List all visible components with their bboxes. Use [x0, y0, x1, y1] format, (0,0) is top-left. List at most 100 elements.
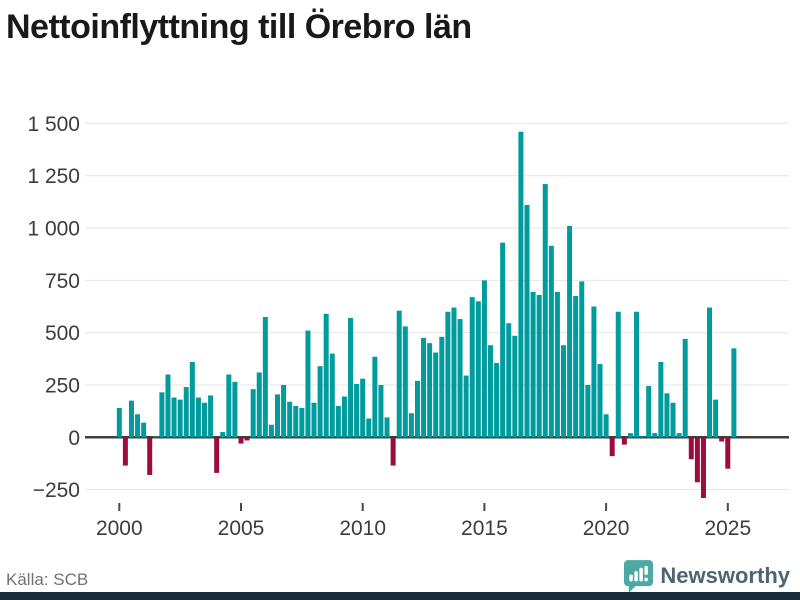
- y-axis-tick-label: 1 500: [27, 113, 80, 136]
- bar: [591, 306, 597, 438]
- bar: [208, 395, 214, 438]
- x-axis-tick-label: 2010: [339, 517, 386, 540]
- bar: [688, 437, 694, 460]
- bar: [494, 363, 500, 438]
- bar: [664, 393, 670, 438]
- bar: [615, 311, 621, 438]
- y-axis-tick-label: 750: [45, 270, 80, 293]
- bar: [141, 422, 147, 438]
- bar: [384, 417, 390, 438]
- bar: [439, 336, 445, 438]
- x-axis-tick-label: 2025: [704, 517, 751, 540]
- bar: [220, 432, 226, 438]
- bar: [341, 396, 347, 438]
- bar: [165, 374, 171, 438]
- bar: [390, 437, 396, 466]
- bar: [640, 436, 646, 438]
- bar: [329, 353, 335, 438]
- bar: [408, 413, 414, 438]
- bar: [250, 389, 256, 438]
- bar: [226, 374, 232, 438]
- bar: [116, 408, 122, 438]
- bar: [670, 402, 676, 438]
- bar: [348, 318, 354, 438]
- footer-accent-bar: [0, 592, 800, 600]
- bar: [153, 436, 159, 438]
- bar: [512, 335, 518, 438]
- bar: [128, 400, 134, 438]
- bar: [536, 295, 542, 438]
- y-axis-tick-label: 250: [45, 374, 80, 397]
- bar: [609, 437, 615, 457]
- x-axis-tick-label: 2005: [218, 517, 265, 540]
- bar: [518, 131, 524, 438]
- bar: [561, 345, 566, 438]
- bar: [122, 437, 128, 466]
- bar: [634, 311, 640, 438]
- bar: [201, 402, 207, 438]
- bar: [725, 437, 731, 469]
- bar: [372, 356, 378, 438]
- source-note: Källa: SCB: [6, 570, 89, 589]
- bar: [731, 348, 737, 438]
- bar: [597, 364, 603, 438]
- bar: [177, 399, 183, 438]
- bar: [366, 418, 372, 438]
- bar: [713, 399, 719, 438]
- bar: [627, 433, 633, 438]
- bar: [275, 394, 281, 438]
- bar: [360, 378, 366, 438]
- bar: [232, 381, 238, 438]
- bar: [238, 437, 244, 444]
- bar: [159, 392, 165, 438]
- bar: [487, 345, 493, 438]
- bar: [378, 384, 384, 438]
- bar: [500, 242, 506, 438]
- bar: [323, 313, 329, 438]
- bar: [317, 366, 323, 438]
- y-axis-tick-label: 500: [45, 322, 80, 345]
- bar: [719, 437, 725, 442]
- bar: [524, 205, 530, 438]
- bar: [542, 184, 548, 438]
- bar: [183, 387, 189, 438]
- bar: [195, 397, 201, 438]
- chart-title: Nettoinflyttning till Örebro län: [6, 8, 472, 46]
- x-axis-tick-label: 2020: [583, 517, 630, 540]
- x-axis-tick-label: 2015: [461, 517, 508, 540]
- bar: [579, 281, 585, 438]
- brand-wordmark: Newsworthy: [660, 563, 790, 588]
- bar: [463, 375, 469, 438]
- bar: [335, 405, 341, 438]
- bar: [421, 337, 427, 438]
- bar: [603, 414, 609, 438]
- y-axis-tick-label: 1 000: [27, 218, 80, 241]
- bar: [707, 307, 713, 438]
- bar: [652, 433, 658, 438]
- bar: [311, 402, 317, 438]
- bar: [445, 311, 451, 438]
- bar: [646, 386, 652, 438]
- y-axis-tick-label: 1 250: [27, 165, 80, 188]
- x-axis-tick-label: 2000: [96, 517, 143, 540]
- bar: [402, 326, 408, 438]
- bar: [658, 361, 664, 438]
- bar: [567, 225, 573, 438]
- bar: [189, 361, 195, 438]
- bar: [268, 424, 274, 438]
- bar: [293, 405, 299, 438]
- bar: [469, 297, 475, 438]
- bar: [506, 323, 512, 438]
- bar: [414, 380, 420, 438]
- brand-lockup: Newsworthy: [624, 559, 790, 593]
- newsworthy-logo-icon: [624, 559, 654, 593]
- bar: [694, 437, 700, 483]
- bar: [548, 245, 554, 438]
- y-axis-tick-label: 0: [68, 427, 80, 450]
- bar: [457, 319, 463, 438]
- bar: [396, 310, 402, 438]
- bar: [451, 307, 457, 438]
- bar: [475, 301, 481, 438]
- bar: [135, 414, 141, 438]
